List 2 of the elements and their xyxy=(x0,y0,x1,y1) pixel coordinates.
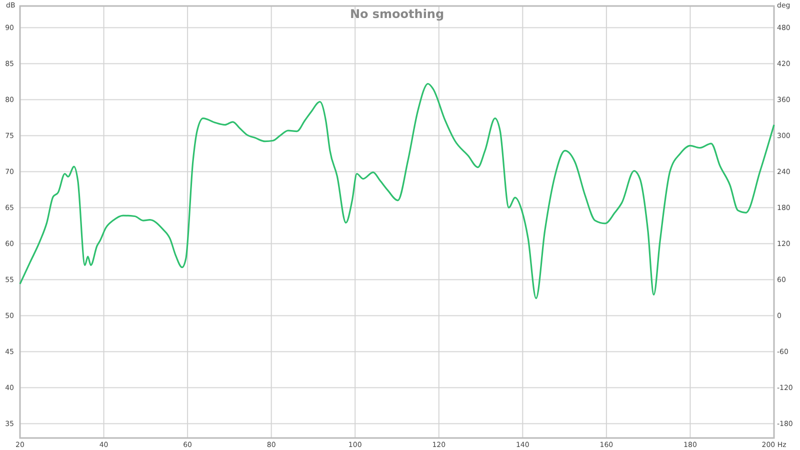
chart-title: No smoothing xyxy=(350,7,444,21)
line-series xyxy=(19,82,775,300)
